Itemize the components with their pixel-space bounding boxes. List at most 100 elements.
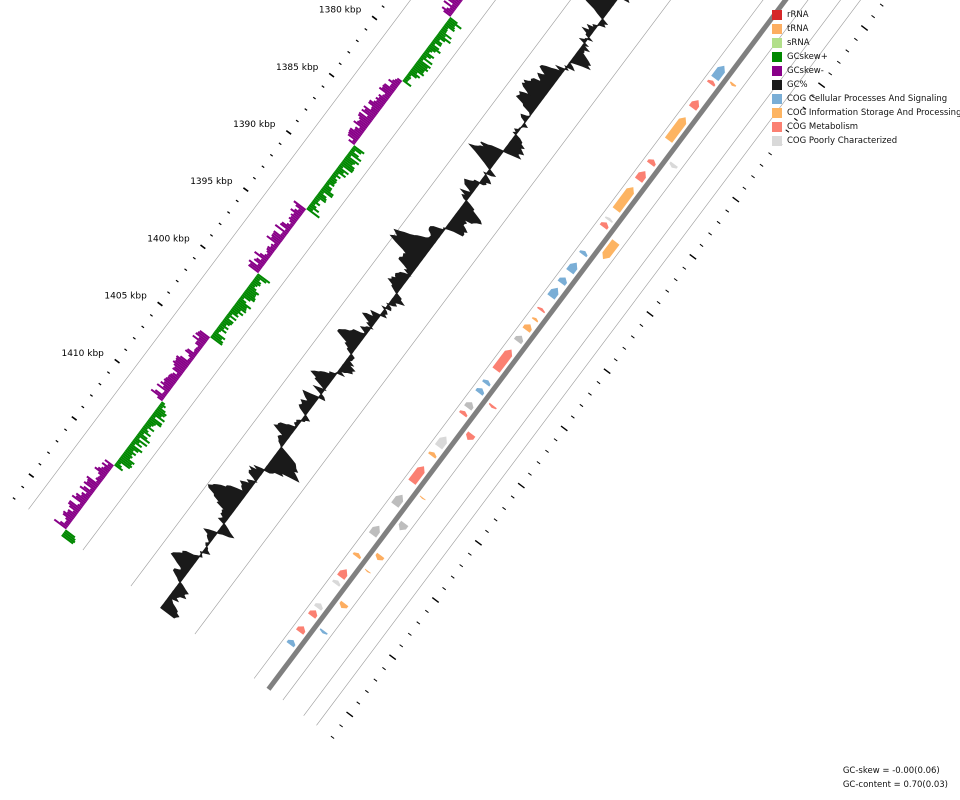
tick-mark (312, 96, 316, 100)
gc-skew-bar (426, 47, 433, 53)
gc-skew-bar (330, 175, 338, 182)
gc-skew-bar (80, 494, 89, 501)
gc-skew-bar (443, 0, 457, 11)
gc-skew-bar (79, 502, 84, 507)
gc-skew-bar (187, 358, 192, 363)
gc-skew-bar (240, 295, 245, 300)
gc-skew-bar (432, 39, 442, 47)
inner-tick-mark (442, 587, 447, 591)
gc-skew-bar (107, 463, 113, 469)
gene-feature (729, 81, 737, 87)
tick-mark (269, 153, 274, 157)
gc-skew-bar (89, 488, 95, 493)
gc-skew-bar (361, 108, 375, 120)
tick-ring (12, 3, 884, 739)
gc-skew-bar (441, 6, 453, 16)
inner-tick-mark (388, 654, 397, 661)
legend-swatch (772, 24, 782, 34)
gc-skew-bar (120, 455, 133, 466)
gc-skew-bar (335, 169, 347, 179)
gc-skew-bar (417, 58, 431, 70)
inner-tick-mark (802, 106, 807, 110)
gc-skew-bar (438, 31, 446, 38)
gc-skew-bar (98, 475, 105, 480)
inner-tick-mark (836, 60, 841, 64)
gc-skew-bar (86, 475, 100, 487)
gc-skew-bar (363, 105, 377, 117)
tick-mark (149, 314, 153, 317)
gc-skew-bar (242, 292, 256, 303)
inner-tick-mark (639, 323, 644, 328)
gc-skew-bar (195, 332, 208, 343)
backbone-track (266, 0, 789, 691)
gc-skew-bar (373, 100, 383, 109)
gc-skew-bar (86, 478, 99, 488)
gc-skew-bar (162, 385, 171, 392)
gc-skew-bar (407, 73, 412, 77)
gc-skew-bar (141, 426, 149, 433)
gene-feature (547, 287, 559, 300)
gc-skew-bar (62, 510, 75, 520)
gc-skew-bar (198, 336, 207, 344)
inner-tick-mark (673, 278, 678, 282)
gc-skew-bar (404, 76, 410, 81)
gc-skew-bar (126, 447, 137, 457)
gc-skew-bar (156, 383, 170, 394)
gc-skew-bar (447, 18, 462, 30)
legend-swatch (772, 10, 782, 20)
tick-label: 1410 kbp (61, 349, 104, 359)
legend-item: tRNA (772, 22, 960, 36)
gc-skew-bar (422, 52, 432, 60)
gc-skew-bar (121, 454, 135, 466)
gc-skew-bar (220, 321, 227, 327)
gc-skew-bar (333, 170, 339, 176)
gc-skew-bar (358, 111, 373, 123)
gc-skew-bar (266, 252, 272, 258)
gc-skew-bar (62, 532, 76, 544)
gc-skew-bar (158, 404, 164, 409)
gc-skew-bar (146, 420, 155, 427)
gc-skew-bar (446, 7, 454, 14)
tick-mark (252, 176, 256, 180)
gc-skew-bar (173, 363, 185, 373)
inner-tick-mark (656, 300, 661, 305)
gc-skew-bar (75, 495, 87, 504)
gc-skew-bar (176, 372, 182, 378)
gene-feature (296, 626, 306, 635)
gc-skew-bar (344, 156, 356, 166)
inner-tick-mark (860, 25, 869, 31)
inner-tick-mark (570, 415, 575, 419)
backbone-line (266, 0, 789, 691)
gene-feature (711, 65, 725, 82)
inner-tick-mark (399, 644, 404, 648)
inner-tick-mark (407, 632, 412, 636)
gene-feature (706, 79, 716, 87)
inner-tick-mark (845, 49, 850, 53)
stats-panel: GC-skew = -0.00(0.06) GC-content = 0.70(… (843, 764, 948, 792)
gc-skew-bar (290, 213, 299, 221)
gc-skew-bar (244, 289, 256, 299)
guide-line (253, 0, 764, 679)
gc-skew-bar (358, 119, 369, 128)
gc-skew-bar (252, 279, 261, 287)
gc-skew-bar (378, 86, 392, 97)
gc-skew-bar (402, 79, 412, 88)
legend-swatch (772, 122, 782, 132)
gc-skew-bar (389, 84, 397, 91)
gene-feature (688, 100, 700, 111)
gc-skew-bar (117, 459, 131, 470)
tick-mark (132, 336, 136, 340)
gc-skew-bar (184, 349, 196, 359)
gc-skew-bar (348, 151, 362, 163)
gc-skew-bar (151, 414, 156, 419)
tick-mark (209, 234, 214, 237)
gc-skew-bar (243, 290, 256, 301)
gc-skew-bar (134, 436, 148, 448)
gc-skew-bar (358, 116, 370, 126)
gc-skew-bar (326, 180, 335, 188)
gc-skew-bar (214, 329, 220, 334)
gc-skew-bar (375, 99, 385, 107)
gc-skew-bar (172, 360, 186, 371)
inner-tick-mark (708, 232, 713, 236)
inner-tick-mark (871, 14, 876, 19)
